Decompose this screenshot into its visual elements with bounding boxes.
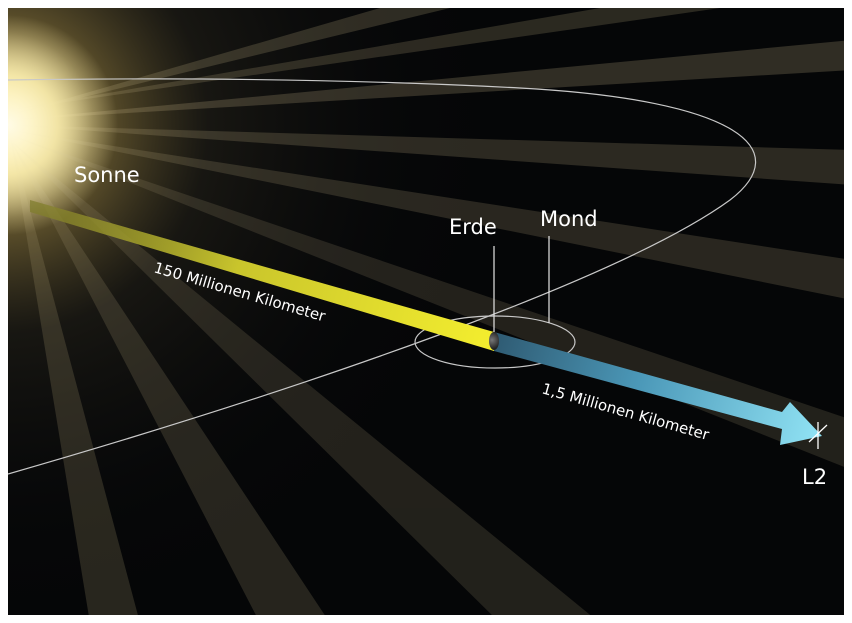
earth-label: Erde — [449, 215, 497, 239]
moon-label: Mond — [540, 207, 598, 231]
sun-label: Sonne — [74, 163, 140, 187]
earth — [489, 332, 499, 350]
earth-orbit — [8, 78, 757, 475]
moon-orbit — [414, 315, 576, 369]
earth-l2-arrow — [494, 332, 822, 445]
sun-earth-arrow — [30, 200, 494, 351]
sun-glow — [8, 8, 844, 615]
sun — [8, 15, 118, 235]
l2-label: L2 — [802, 465, 827, 489]
sun-rays — [10, 8, 844, 615]
l2-marker — [808, 422, 828, 449]
